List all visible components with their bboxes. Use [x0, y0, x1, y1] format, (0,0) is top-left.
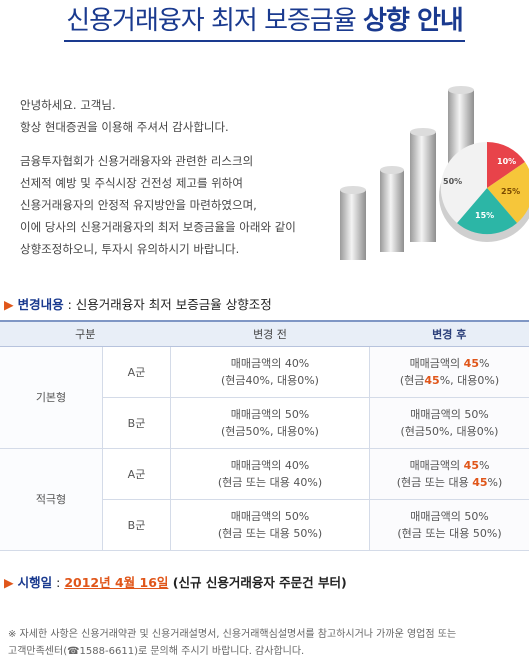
section-label: 시행일 — [17, 575, 53, 590]
after-text: (현금 — [399, 374, 425, 387]
after-line: 매매금액의 50% — [410, 510, 489, 523]
arrow-right-icon: ▶ — [4, 297, 14, 312]
coins-pie-illustration: 10% 25% 15% 50% — [340, 86, 529, 260]
after-line: (현금45%, 대용0%) — [371, 372, 528, 389]
table-header-row: 구분 변경 전 변경 후 — [0, 320, 529, 347]
table-row: B군 매매금액의 50% (현금50%, 대용0%) 매매금액의 50% (현금… — [0, 397, 529, 449]
pie-label: 10% — [497, 157, 516, 166]
page-title-wrap: 신용거래융자 최저 보증금율 상향 안내 — [0, 4, 529, 42]
effective-date-note: (신규 신용거래융자 주문건 부터) — [168, 575, 347, 590]
after-highlight: 45 — [463, 357, 479, 370]
after-highlight: 45 — [463, 459, 479, 472]
intro-line: 금융투자협회가 신용거래융자와 관련한 리스크의 — [20, 154, 254, 168]
after-line: (현금 또는 대용 45%) — [371, 474, 528, 491]
after-cell: 매매금액의 45% (현금45%, 대용0%) — [369, 346, 529, 398]
before-line: 매매금액의 40% — [230, 357, 310, 370]
after-cell: 매매금액의 45% (현금 또는 대용 45%) — [369, 448, 529, 500]
title-normal: 신용거래융자 최저 보증금율 — [66, 6, 364, 36]
before-line: 매매금액의 50% — [230, 510, 310, 523]
footnote-line: ※ 자세한 사항은 신용거래약관 및 신용거래설명서, 신용거래핵심설명서를 참… — [8, 629, 457, 640]
after-text: 매매금액의 — [409, 357, 464, 370]
pie-label: 50% — [443, 177, 462, 186]
subgroup-name: A군 — [102, 346, 171, 398]
before-cell: 매매금액의 50% (현금50%, 대용0%) — [170, 397, 370, 449]
after-highlight: 45 — [472, 476, 488, 489]
after-text: 매매금액의 — [409, 459, 464, 472]
pie-label: 25% — [501, 187, 520, 196]
page-title: 신용거래융자 최저 보증금율 상향 안내 — [64, 4, 465, 42]
arrow-right-icon: ▶ — [4, 575, 14, 590]
table-row: B군 매매금액의 50% (현금 또는 대용 50%) 매매금액의 50% (현… — [0, 499, 529, 551]
before-cell: 매매금액의 40% (현금 또는 대용 40%) — [170, 448, 370, 500]
subgroup-name: B군 — [102, 499, 171, 551]
table-row: 적극형 A군 매매금액의 40% (현금 또는 대용 40%) 매매금액의 45… — [0, 448, 529, 551]
after-line: (현금50%, 대용0%) — [400, 425, 499, 438]
after-text: %, 대용0%) — [439, 374, 500, 387]
after-line: (현금 또는 대용 50%) — [397, 527, 502, 540]
intro-line: 상향조정하오니, 투자시 유의하시기 바랍니다. — [20, 242, 240, 256]
greeting: 안녕하세요. 고객님. 항상 현대증권을 이용해 주셔서 감사합니다. — [20, 94, 229, 138]
footnote-line: 고객만족센터(☎1588-6611)로 문의해 주시기 바랍니다. 감사합니다. — [8, 646, 305, 657]
section-effective-date-heading: ▶ 시행일 : 2012년 4월 16일 (신규 신용거래융자 주문건 부터) — [4, 572, 347, 591]
changes-table: 구분 변경 전 변경 후 기본형 A군 매매금액의 40% (현금40%, 대용… — [0, 320, 529, 551]
before-line: (현금50%, 대용0%) — [221, 425, 319, 438]
intro-line: 신용거래융자의 안정적 유지방안을 마련하였으며, — [20, 198, 257, 212]
before-cell: 매매금액의 50% (현금 또는 대용 50%) — [170, 499, 370, 551]
group-name: 적극형 — [0, 448, 103, 551]
before-line: (현금40%, 대용0%) — [221, 374, 319, 387]
after-text: % — [478, 357, 490, 370]
header-before: 변경 전 — [170, 320, 370, 347]
pie-label: 15% — [475, 211, 494, 220]
before-line: 매매금액의 50% — [230, 408, 310, 421]
section-text: : 신용거래융자 최저 보증금율 상향조정 — [63, 297, 272, 312]
after-line: 매매금액의 45% — [371, 355, 528, 372]
footnote: ※ 자세한 사항은 신용거래약관 및 신용거래설명서, 신용거래핵심설명서를 참… — [8, 626, 523, 660]
intro-paragraph: 금융투자협회가 신용거래융자와 관련한 리스크의 선제적 예방 및 주식시장 건… — [20, 150, 296, 260]
after-text: % — [478, 459, 490, 472]
title-bold: 상향 안내 — [363, 6, 464, 36]
before-cell: 매매금액의 40% (현금40%, 대용0%) — [170, 346, 370, 398]
after-cell: 매매금액의 50% (현금50%, 대용0%) — [369, 397, 529, 449]
before-line: (현금 또는 대용 40%) — [217, 476, 323, 489]
header-category: 구분 — [0, 320, 171, 347]
after-line: 매매금액의 50% — [410, 408, 489, 421]
before-line: (현금 또는 대용 50%) — [217, 527, 323, 540]
pie-chart-icon: 10% 25% 15% 50% — [439, 141, 529, 242]
after-text: (현금 또는 대용 — [396, 476, 473, 489]
greeting-line: 항상 현대증권을 이용해 주셔서 감사합니다. — [20, 120, 229, 134]
after-cell: 매매금액의 50% (현금 또는 대용 50%) — [369, 499, 529, 551]
subgroup-name: A군 — [102, 448, 171, 500]
effective-date: 2012년 4월 16일 — [64, 575, 169, 590]
section-changes-heading: ▶ 변경내용 : 신용거래융자 최저 보증금율 상향조정 — [4, 294, 272, 313]
table-row: 기본형 A군 매매금액의 40% (현금40%, 대용0%) 매매금액의 45%… — [0, 346, 529, 449]
after-highlight: 45 — [424, 374, 440, 387]
header-after: 변경 후 — [369, 320, 529, 347]
greeting-line: 안녕하세요. 고객님. — [20, 98, 116, 112]
coin-stack-icon — [340, 86, 474, 260]
group-name: 기본형 — [0, 346, 103, 449]
subgroup-name: B군 — [102, 397, 171, 449]
section-label: 변경내용 — [17, 297, 64, 312]
before-line: 매매금액의 40% — [230, 459, 310, 472]
section-separator: : — [52, 575, 65, 590]
intro-line: 선제적 예방 및 주식시장 건전성 제고를 위하여 — [20, 176, 243, 190]
after-text: %) — [487, 476, 503, 489]
after-line: 매매금액의 45% — [371, 457, 528, 474]
intro-line: 이에 당사의 신용거래융자의 최저 보증금율을 아래와 같이 — [20, 220, 296, 234]
